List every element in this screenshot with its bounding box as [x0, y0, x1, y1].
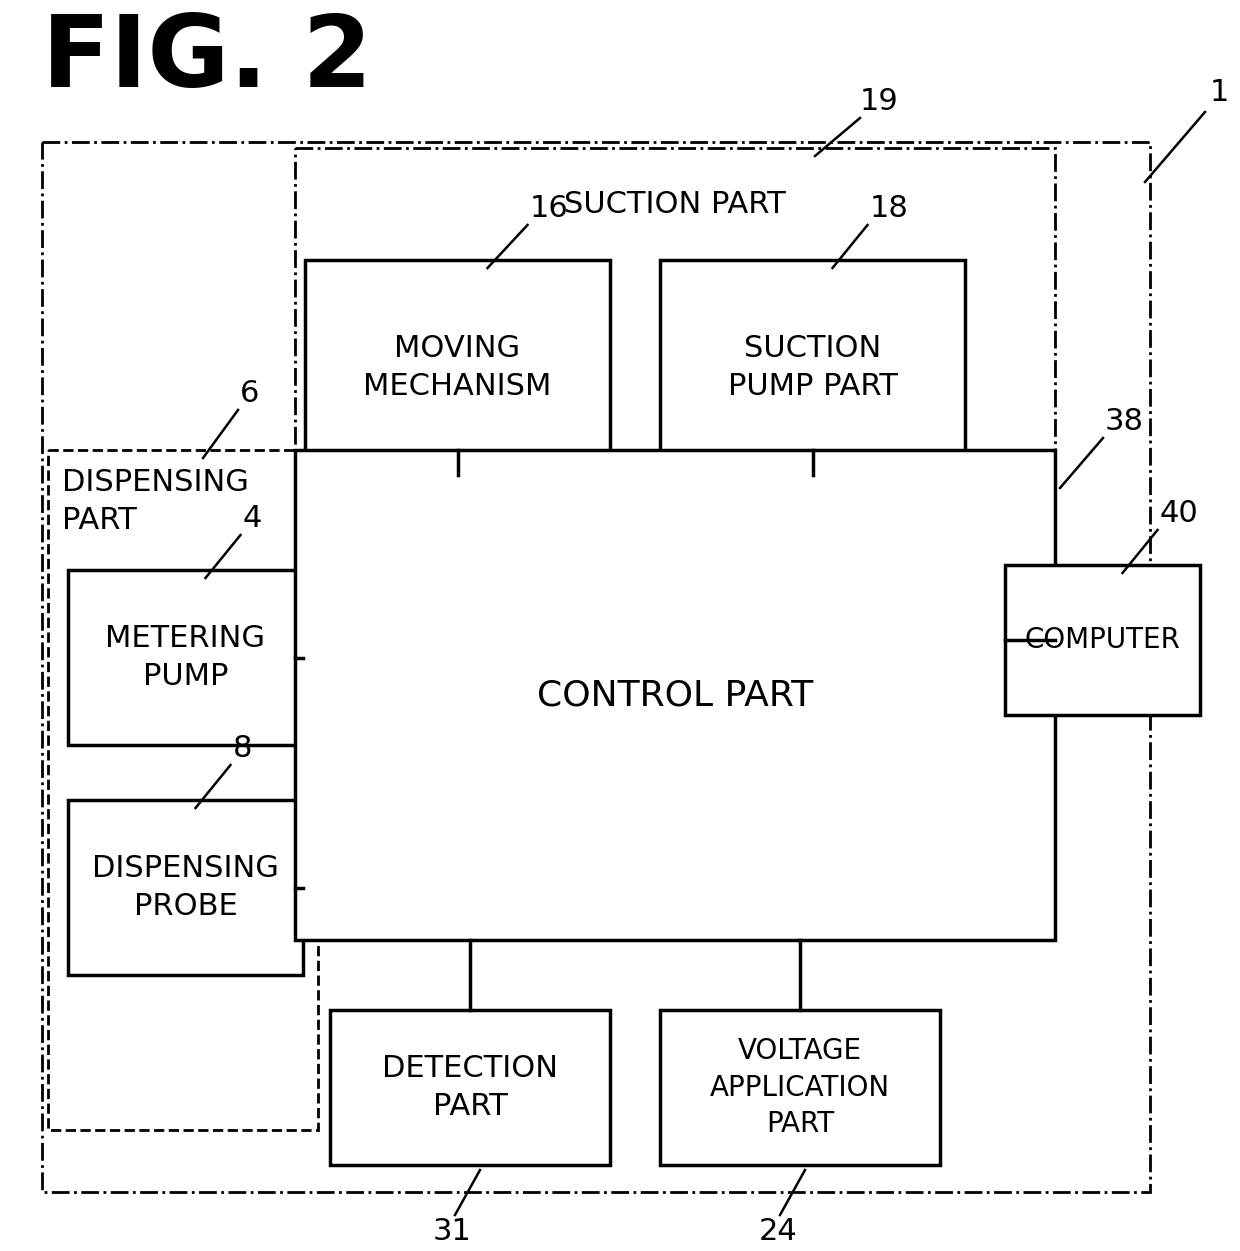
Bar — [1004, 565, 1200, 716]
Bar — [295, 148, 1055, 493]
Text: 4: 4 — [243, 504, 262, 533]
Text: MOVING
MECHANISM: MOVING MECHANISM — [363, 334, 552, 402]
Text: 19: 19 — [861, 88, 899, 116]
Bar — [330, 1010, 610, 1165]
Text: 8: 8 — [233, 734, 252, 763]
Bar — [48, 450, 317, 1130]
Text: COMPUTER: COMPUTER — [1024, 626, 1180, 654]
Text: 18: 18 — [869, 194, 909, 223]
Text: FIG. 2: FIG. 2 — [42, 11, 372, 108]
Text: 38: 38 — [1105, 407, 1145, 437]
Text: SUCTION
PUMP PART: SUCTION PUMP PART — [728, 334, 898, 402]
Text: 16: 16 — [529, 194, 568, 223]
Text: SUCTION PART: SUCTION PART — [564, 190, 786, 219]
Text: 40: 40 — [1159, 499, 1198, 528]
Text: 6: 6 — [241, 379, 259, 408]
Bar — [295, 450, 1055, 940]
Bar — [68, 799, 303, 975]
Text: CONTROL PART: CONTROL PART — [537, 678, 813, 712]
Text: 31: 31 — [433, 1217, 471, 1246]
Bar — [660, 1010, 940, 1165]
Text: 1: 1 — [1210, 78, 1229, 108]
Text: 24: 24 — [759, 1217, 797, 1246]
Text: METERING
PUMP: METERING PUMP — [105, 624, 265, 691]
Text: DETECTION
PART: DETECTION PART — [382, 1053, 558, 1121]
Text: DISPENSING
PROBE: DISPENSING PROBE — [92, 854, 279, 921]
Bar — [660, 260, 965, 475]
Text: VOLTAGE
APPLICATION
PART: VOLTAGE APPLICATION PART — [711, 1037, 890, 1138]
Bar — [305, 260, 610, 475]
Bar — [68, 570, 303, 746]
Bar — [42, 143, 1149, 1192]
Text: DISPENSING
PART: DISPENSING PART — [62, 468, 249, 535]
